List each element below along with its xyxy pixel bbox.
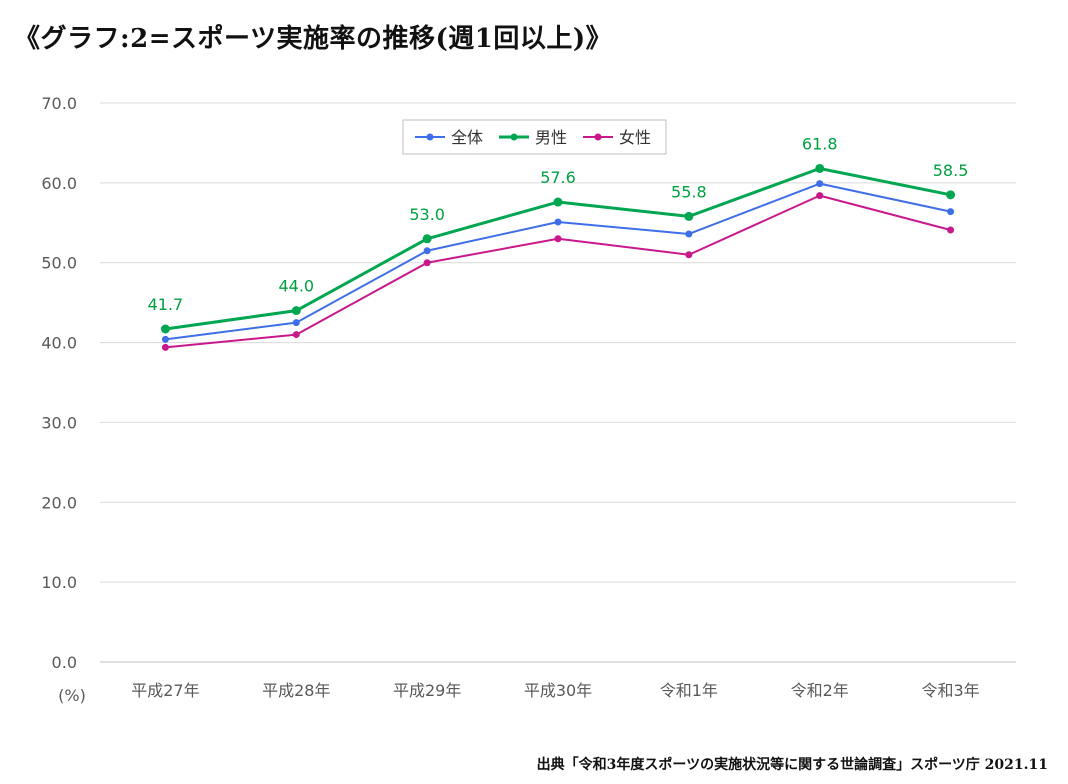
data-label: 58.5 [933,161,969,180]
x-tick-label: 平成28年 [262,681,330,700]
data-point [947,226,955,234]
data-point [946,190,956,200]
data-point [554,218,562,226]
y-tick-label: 30.0 [41,413,77,432]
data-point [423,247,431,255]
y-tick-label: 50.0 [41,254,77,273]
x-axis-ticks: 平成27年 平成28年 平成29年 平成30年 令和1年 令和2年 令和3年 [131,681,979,700]
data-point [291,306,301,316]
data-point [685,230,693,238]
data-point [684,211,694,221]
data-point [160,324,170,334]
legend-label: 全体 [451,128,483,147]
legend-item: 全体 [415,128,483,147]
data-label: 55.8 [671,182,707,201]
data-point [553,197,563,207]
y-axis-ticks: 0.0 10.0 20.0 30.0 40.0 50.0 60.0 70.0 [41,94,77,672]
data-label: 53.0 [409,205,445,224]
x-tick-label: 令和3年 [921,681,979,700]
series-1 [160,163,956,334]
chart-title: 《グラフ:2=スポーツ実施率の推移(週1回以上)》 [14,24,613,54]
data-point [816,192,824,200]
legend-box [402,119,667,155]
data-labels: 41.7 44.0 53.0 57.6 55.8 61.8 58.5 [148,134,969,314]
data-point [815,163,825,173]
data-point [947,208,955,216]
y-tick-label: 70.0 [41,94,77,113]
source-note: 出典「令和3年度スポーツの実施状況等に関する世論調査」スポーツ庁 2021.11 [536,757,1048,773]
series-line [165,182,951,341]
data-point [292,331,300,339]
legend-item: 女性 [583,128,651,147]
legend-marker [426,133,434,141]
data-label: 41.7 [148,295,184,314]
y-tick-label: 20.0 [41,493,77,512]
data-point [292,319,300,327]
data-label: 57.6 [540,168,576,187]
x-tick-label: 平成27年 [131,681,199,700]
y-tick-label: 10.0 [41,573,77,592]
y-axis-label: (%) [58,686,86,705]
legend-label: 男性 [535,128,567,147]
data-point [554,235,562,243]
legend: 全体 男性 女性 [402,119,667,155]
data-point [816,180,824,188]
x-tick-label: 令和2年 [791,681,849,700]
x-tick-label: 令和1年 [660,681,718,700]
data-point [161,343,169,351]
y-tick-label: 60.0 [41,174,77,193]
data-label: 61.8 [802,134,838,153]
data-point [422,234,432,244]
legend-marker [510,133,518,141]
series-group [160,163,956,351]
x-tick-label: 平成30年 [524,681,592,700]
data-point [423,259,431,267]
y-tick-label: 40.0 [41,334,77,353]
gridlines [100,102,1016,663]
series-0 [161,180,955,343]
x-tick-label: 平成29年 [393,681,461,700]
series-2 [161,192,955,351]
data-point [685,251,693,259]
series-line [165,166,951,331]
legend-marker [594,133,602,141]
legend-item: 男性 [499,128,567,147]
data-label: 44.0 [278,277,314,296]
data-point [161,335,169,343]
y-tick-label: 0.0 [52,653,77,672]
legend-label: 女性 [619,128,651,147]
